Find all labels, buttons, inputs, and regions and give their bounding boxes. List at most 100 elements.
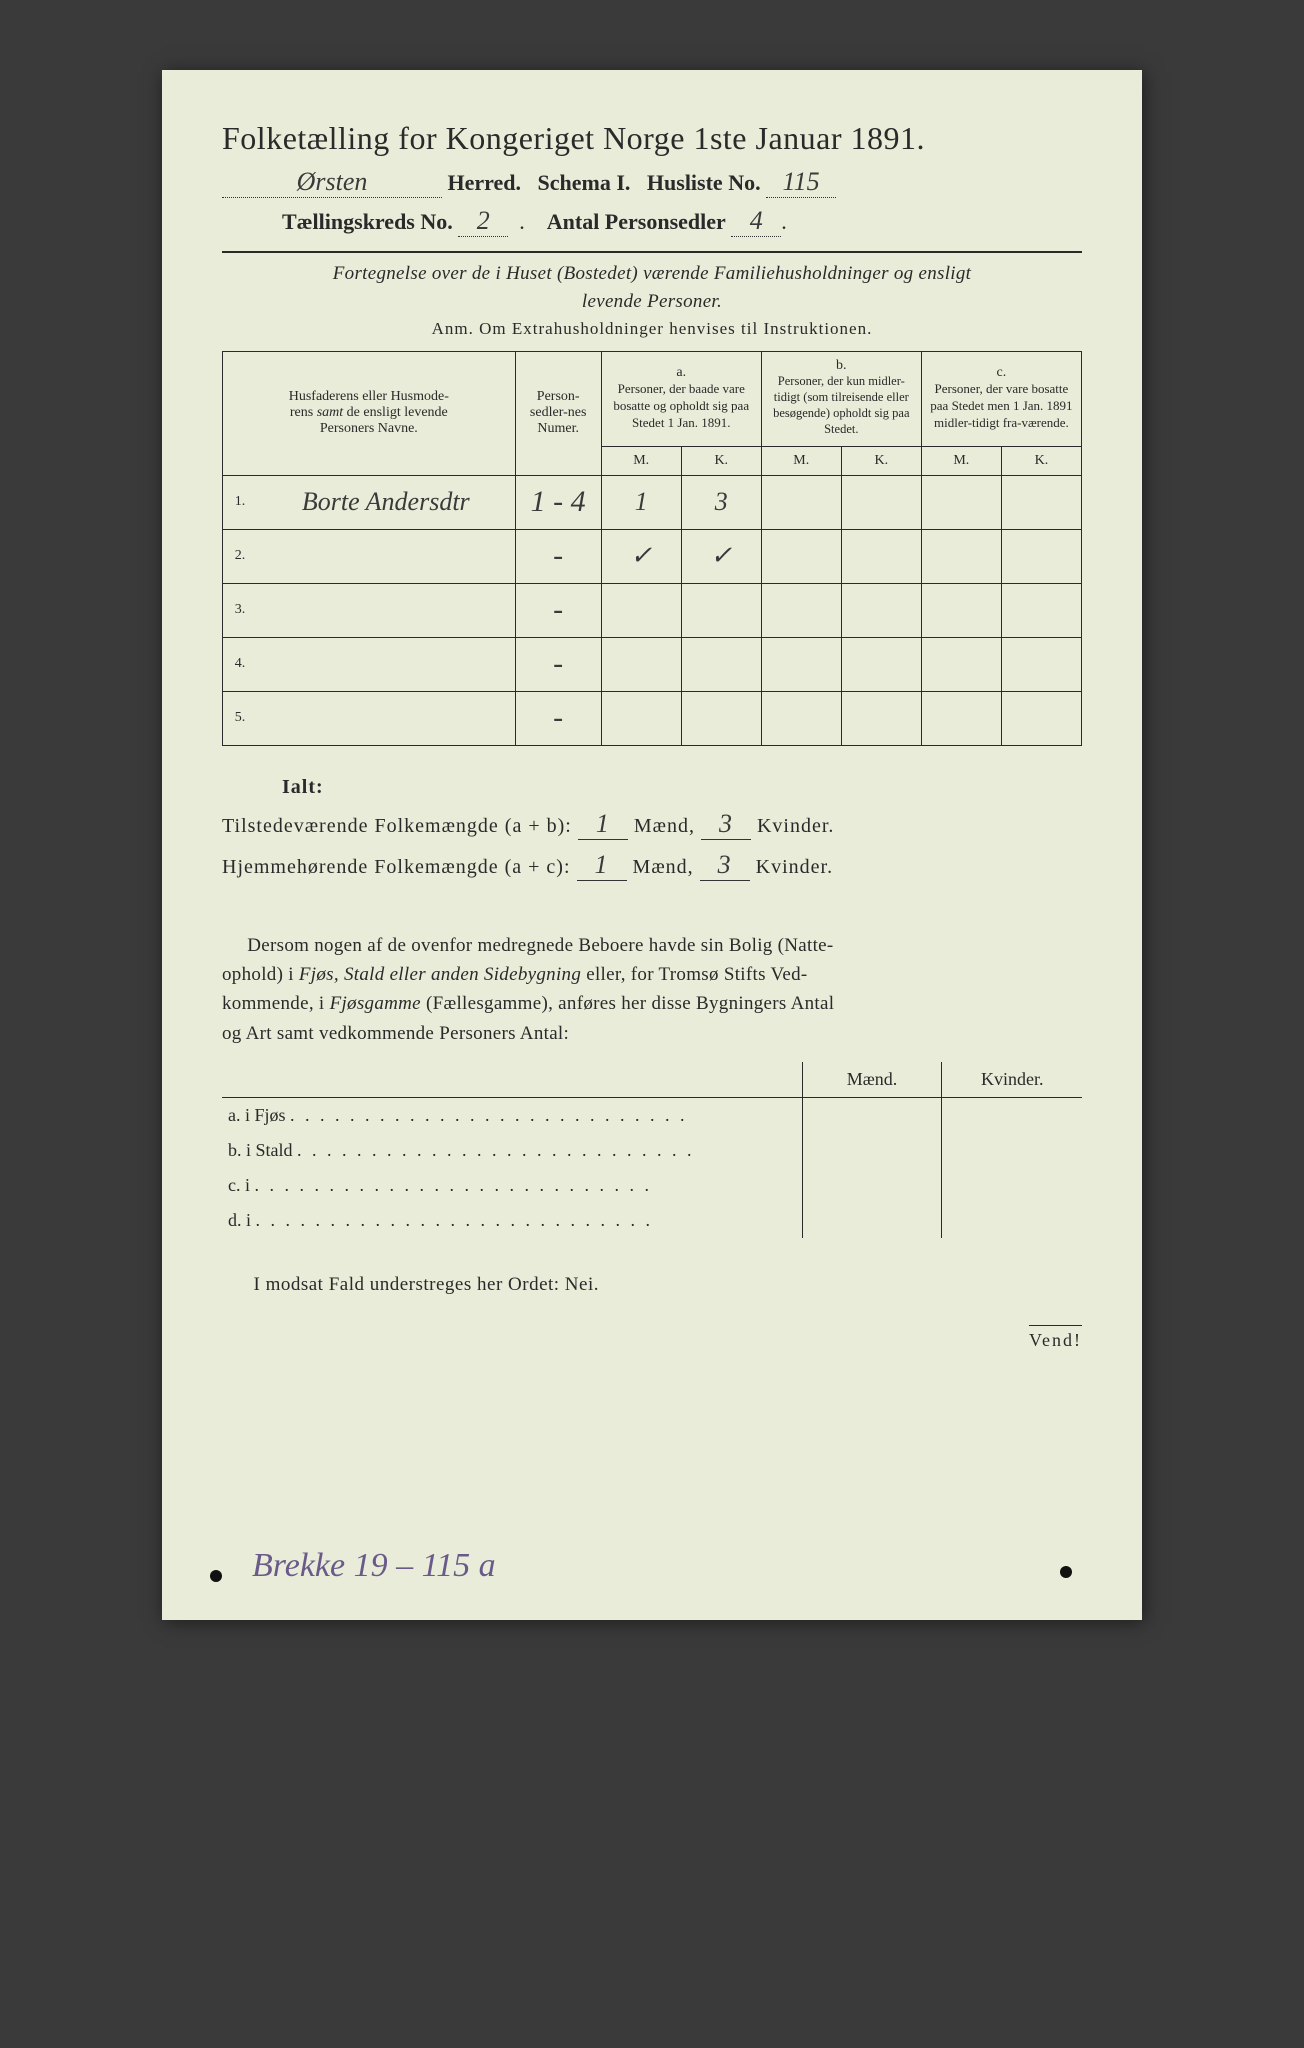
row-number: 4. [223, 637, 257, 691]
row-num-value: - [515, 529, 601, 583]
header-line-1: Ørsten Herred. Schema I. Husliste No. 11… [222, 167, 1082, 198]
row-number: 2. [223, 529, 257, 583]
mk-m-cell [802, 1168, 942, 1203]
row-num-value: - [515, 583, 601, 637]
row-name [257, 691, 515, 745]
cell-cm [921, 691, 1001, 745]
mk-k-cell [942, 1203, 1082, 1238]
mk-label: b. i Stald . . . . . . . . . . . . . . .… [222, 1133, 802, 1168]
col-b-m: M. [761, 446, 841, 475]
cell-am [601, 691, 681, 745]
table-row: 3. - [223, 583, 1082, 637]
mk-header-m: Mænd. [802, 1062, 942, 1098]
cell-bk [841, 691, 921, 745]
table-row: 4. - [223, 637, 1082, 691]
cell-bk [841, 583, 921, 637]
col-c-top: c. Personer, der vare bosatte paa Stedet… [921, 352, 1081, 445]
herred-value: Ørsten [297, 167, 368, 196]
mk-row: d. i . . . . . . . . . . . . . . . . . .… [222, 1203, 1082, 1238]
cell-cm [921, 583, 1001, 637]
mk-m-cell [802, 1098, 942, 1134]
cell-ak: ✓ [681, 529, 761, 583]
cell-cm [921, 475, 1001, 529]
ialt-1-m: 1 [578, 809, 628, 840]
col-header-name: Husfaderens eller Husmode-rens samt de e… [223, 352, 516, 476]
col-a-m: M. [601, 446, 681, 475]
mk-row: b. i Stald . . . . . . . . . . . . . . .… [222, 1133, 1082, 1168]
ialt-2-m: 1 [577, 850, 627, 881]
cell-bm [761, 529, 841, 583]
cell-ck [1001, 475, 1081, 529]
mk-row: c. i . . . . . . . . . . . . . . . . . .… [222, 1168, 1082, 1203]
herred-label: Herred. [448, 170, 522, 195]
cell-ck [1001, 637, 1081, 691]
mk-label: d. i . . . . . . . . . . . . . . . . . .… [222, 1203, 802, 1238]
row-num-value: 1 - 4 [515, 475, 601, 529]
schema-label: Schema I. [538, 170, 631, 195]
cell-am [601, 637, 681, 691]
mk-m-cell [802, 1203, 942, 1238]
ialt-1-k: 3 [701, 809, 751, 840]
subhead-2: levende Personer. [222, 291, 1082, 313]
cell-cm [921, 529, 1001, 583]
anm-note: Anm. Om Extrahusholdninger henvises til … [222, 319, 1082, 339]
cell-ck [1001, 529, 1081, 583]
vend-label: Vend! [222, 1330, 1082, 1351]
cell-ck [1001, 691, 1081, 745]
row-number: 3. [223, 583, 257, 637]
cell-am: 1 [601, 475, 681, 529]
cell-ak [681, 637, 761, 691]
page-title: Folketælling for Kongeriget Norge 1ste J… [222, 120, 1082, 157]
col-b-top: b. Personer, der kun midler-tidigt (som … [761, 352, 921, 445]
nei-line: I modsat Fald understreges her Ordet: Ne… [222, 1274, 1082, 1296]
cell-cm [921, 637, 1001, 691]
husliste-value: 115 [783, 167, 820, 196]
col-c-m: M. [921, 446, 1001, 475]
personsedler-value: 4 [750, 206, 763, 235]
col-a-k: K. [681, 446, 761, 475]
cell-ak [681, 691, 761, 745]
table-row: 1.Borte Andersdtr1 - 413 [223, 475, 1082, 529]
col-header-num: Person-sedler-nes Numer. [515, 352, 601, 476]
subhead-1: Fortegnelse over de i Huset (Bostedet) v… [222, 263, 1082, 285]
mk-row: a. i Fjøs . . . . . . . . . . . . . . . … [222, 1098, 1082, 1134]
row-name: Borte Andersdtr [257, 475, 515, 529]
mk-label: a. i Fjøs . . . . . . . . . . . . . . . … [222, 1098, 802, 1134]
mk-m-cell [802, 1133, 942, 1168]
mk-k-cell [942, 1098, 1082, 1134]
cell-bk [841, 529, 921, 583]
table-row: 2.-✓✓ [223, 529, 1082, 583]
cell-bk [841, 637, 921, 691]
cell-am: ✓ [601, 529, 681, 583]
header-line-2: Tællingskreds No. 2 . Antal Personsedler… [222, 206, 1082, 237]
cell-bm [761, 691, 841, 745]
col-b-k: K. [841, 446, 921, 475]
household-table: Husfaderens eller Husmode-rens samt de e… [222, 351, 1082, 746]
cell-bm [761, 637, 841, 691]
paragraph: Dersom nogen af de ovenfor medregnede Be… [222, 931, 1082, 1049]
col-c-k: K. [1001, 446, 1081, 475]
mk-k-cell [942, 1168, 1082, 1203]
kreds-value: 2 [477, 206, 490, 235]
ialt-heading: Ialt: [282, 776, 1082, 799]
ialt-2-k: 3 [700, 850, 750, 881]
row-number: 1. [223, 475, 257, 529]
cell-ck [1001, 583, 1081, 637]
row-num-value: - [515, 691, 601, 745]
row-name [257, 637, 515, 691]
census-form-page: Folketælling for Kongeriget Norge 1ste J… [162, 70, 1142, 1620]
cell-bm [761, 583, 841, 637]
kreds-label: Tællingskreds No. [282, 209, 453, 234]
cell-bk [841, 475, 921, 529]
husliste-label: Husliste No. [647, 170, 761, 195]
row-name [257, 529, 515, 583]
cell-bm [761, 475, 841, 529]
col-a-top: a. Personer, der baade vare bosatte og o… [601, 352, 761, 445]
divider [222, 251, 1082, 253]
ialt-line-2: Hjemmehørende Folkemængde (a + c): 1 Mæn… [222, 850, 1082, 881]
cell-am [601, 583, 681, 637]
row-num-value: - [515, 637, 601, 691]
ink-blot-icon [210, 1570, 222, 1582]
ink-blot-icon [1060, 1566, 1072, 1578]
table-row: 5.- [223, 691, 1082, 745]
